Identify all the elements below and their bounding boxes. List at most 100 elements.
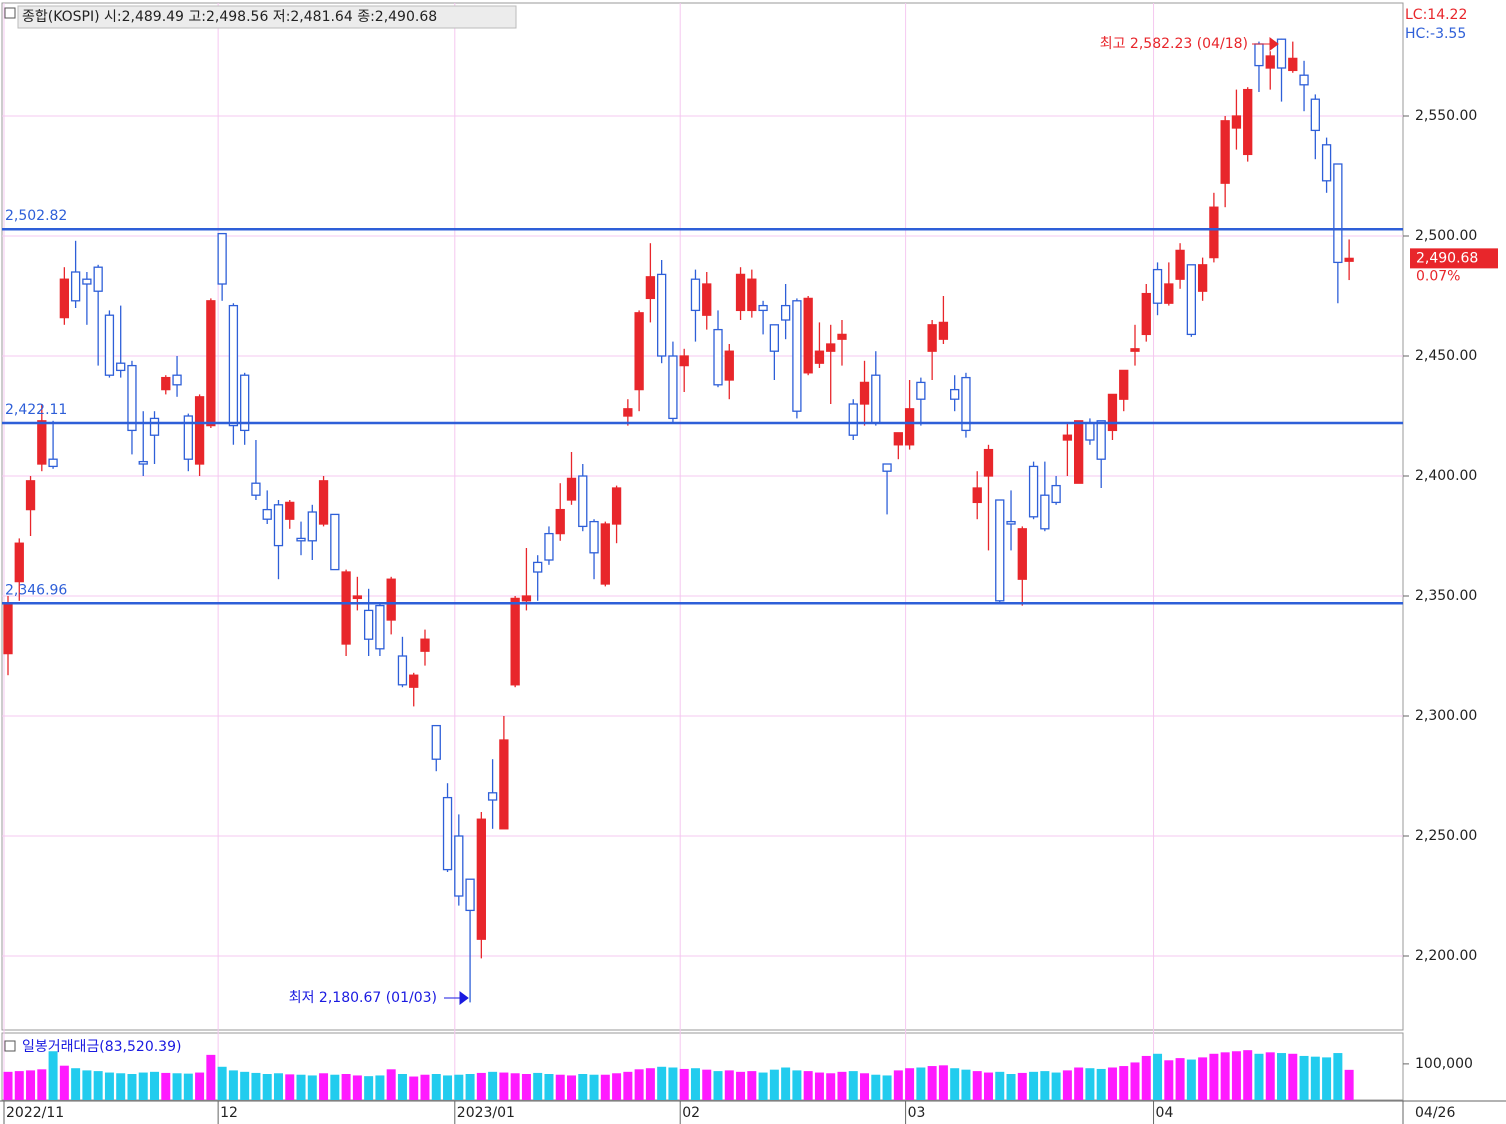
volume-bar xyxy=(1074,1067,1084,1100)
candle-body xyxy=(273,504,284,547)
volume-bar xyxy=(1344,1069,1354,1100)
volume-bar xyxy=(37,1069,47,1100)
volume-bar xyxy=(533,1072,543,1100)
volume-bar xyxy=(465,1074,475,1100)
y-tick-label: 2,500.00 xyxy=(1415,228,1477,244)
volume-bar xyxy=(792,1070,802,1100)
volume-bar xyxy=(82,1070,92,1100)
volume-bar xyxy=(228,1070,238,1100)
volume-bar xyxy=(893,1070,903,1100)
volume-bar xyxy=(138,1072,148,1100)
y-tick-label: 2,250.00 xyxy=(1415,828,1477,844)
volume-bar xyxy=(1051,1072,1061,1100)
candle-body xyxy=(758,304,768,312)
candle-body xyxy=(127,364,137,432)
candle-body xyxy=(59,278,69,319)
candle-body xyxy=(1164,283,1174,304)
volume-bar xyxy=(1006,1074,1016,1100)
volume-bar xyxy=(623,1071,633,1100)
candle-body xyxy=(3,602,13,655)
candle-body xyxy=(690,278,701,312)
volume-bar xyxy=(93,1071,103,1100)
candle-body xyxy=(420,638,430,652)
volume-bar xyxy=(1288,1053,1298,1100)
volume-bar xyxy=(995,1071,1005,1100)
candle-body xyxy=(1288,57,1298,72)
candle-body xyxy=(747,278,757,312)
candle-body xyxy=(668,355,678,420)
volume-bar xyxy=(285,1074,295,1100)
candle-body xyxy=(837,333,847,340)
y-tick-label: 2,350.00 xyxy=(1415,588,1477,604)
candle-body xyxy=(1130,348,1140,352)
volume-bar xyxy=(476,1072,486,1100)
volume-bar xyxy=(702,1069,712,1100)
candle-body xyxy=(1265,55,1275,69)
x-tick-label: 2022/11 xyxy=(6,1105,64,1121)
candle-body xyxy=(555,508,565,535)
volume-bar xyxy=(1096,1068,1106,1100)
header-icon xyxy=(4,7,16,19)
candle-body xyxy=(735,273,746,312)
x-tick-label: 03 xyxy=(908,1105,926,1121)
volume-bar xyxy=(217,1066,227,1100)
volume-bar xyxy=(1243,1050,1253,1100)
candle-body xyxy=(826,343,836,352)
candle-body xyxy=(296,537,306,542)
volume-bar xyxy=(443,1075,453,1100)
volume-bar xyxy=(814,1072,824,1100)
volume-bar xyxy=(612,1073,622,1100)
volume-bar xyxy=(172,1073,182,1100)
x-tick-label: 2023/01 xyxy=(457,1105,515,1121)
candle-body xyxy=(1276,38,1287,69)
candle-body xyxy=(961,376,971,432)
volume-bar xyxy=(555,1074,565,1100)
current-price-box xyxy=(1410,248,1498,269)
candle-body xyxy=(442,796,453,871)
volume-bar xyxy=(747,1071,757,1100)
volume-bar xyxy=(1107,1067,1117,1100)
lc-label: LC:14.22 xyxy=(1405,7,1467,23)
last-date-label: 04/26 xyxy=(1415,1105,1455,1121)
volume-bar xyxy=(589,1074,599,1100)
volume-bar xyxy=(352,1075,362,1100)
volume-bar xyxy=(1130,1062,1140,1100)
volume-bar xyxy=(950,1068,960,1100)
candle-body xyxy=(950,388,960,400)
candle-body xyxy=(386,578,396,621)
volume-bar xyxy=(544,1074,554,1100)
candle-body xyxy=(183,415,193,460)
candle-body xyxy=(780,304,791,321)
volume-bar xyxy=(330,1074,340,1100)
y-tick-label: 2,550.00 xyxy=(1415,108,1477,124)
candle-body xyxy=(363,609,374,640)
volume-bar xyxy=(454,1074,464,1100)
candle-body xyxy=(454,835,464,897)
candle-body xyxy=(1141,292,1151,336)
candle-body xyxy=(116,362,126,372)
volume-bar xyxy=(3,1071,13,1100)
grid xyxy=(2,3,1403,1100)
candle-body xyxy=(983,448,994,477)
candle-body xyxy=(25,480,36,511)
header-box xyxy=(17,5,517,29)
candle-body xyxy=(1310,98,1320,132)
volume-bar xyxy=(679,1068,689,1100)
volume-bar xyxy=(983,1072,993,1100)
candle-body xyxy=(161,376,171,391)
volume-bar xyxy=(319,1073,329,1100)
candle-body xyxy=(1096,420,1106,460)
candle-body xyxy=(916,381,926,400)
marks xyxy=(3,38,1354,1100)
volume-bar xyxy=(1254,1053,1264,1100)
candle-body xyxy=(262,508,272,520)
price-panel xyxy=(1,2,1404,1031)
candle-body xyxy=(544,532,554,561)
volume-bar xyxy=(905,1068,915,1100)
candle-body xyxy=(702,283,712,316)
candle-body xyxy=(904,408,915,446)
hc-label: HC:-3.55 xyxy=(1405,26,1466,42)
candle-body xyxy=(882,463,892,472)
candle-body xyxy=(871,374,881,424)
